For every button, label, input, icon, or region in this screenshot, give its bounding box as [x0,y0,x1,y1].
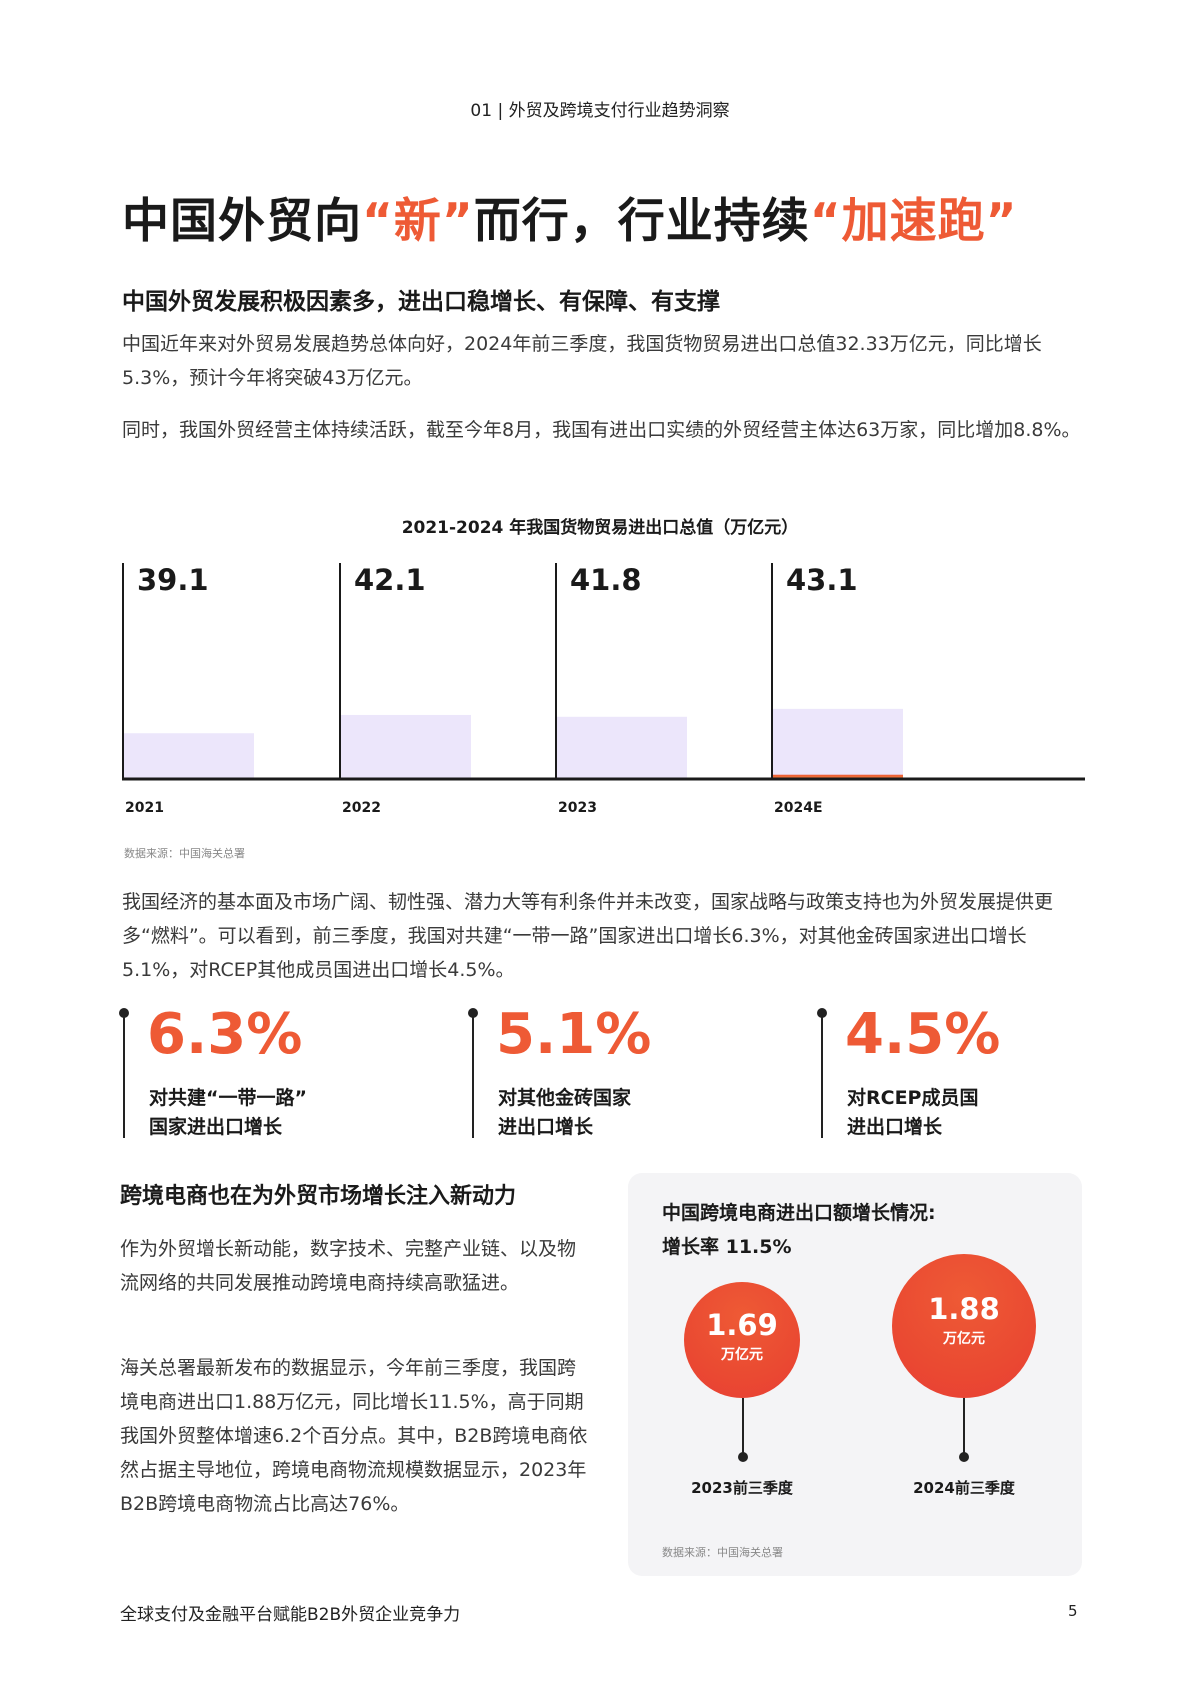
bar-2024E [771,708,903,779]
bar-highlight-2024E [771,774,903,779]
bubble-2023: 1.69 万亿元 [684,1282,800,1398]
card-source: 数据来源：中国海关总署 [662,1546,783,1559]
bubble-value: 1.88 [928,1292,1000,1326]
page-number: 5 [1068,1602,1078,1620]
section3-paragraph-1: 作为外贸增长新动能，数字技术、完整产业链、以及物流网络的共同发展推动跨境电商持续… [120,1238,577,1294]
section1-paragraph-1: 中国近年来对外贸易发展趋势总体向好，2024年前三季度，我国货物贸易进出口总值3… [122,333,1042,389]
category-label-2023: 2023 [558,800,597,816]
value-label-2021: 39.1 [137,563,209,597]
stat-label: 对其他金砖国家 进出口增长 [498,1084,631,1142]
stat-label-line1: 对其他金砖国家 [498,1087,632,1109]
bubble-label: 2023前三季度 [691,1479,793,1497]
stat-value: 6.3% [147,1002,303,1067]
footer-title: 全球支付及金融平台赋能B2B外贸企业竞争力 [120,1605,461,1625]
stat-label-line2: 国家进出口增长 [149,1116,283,1138]
value-label-2024E: 43.1 [786,563,858,597]
stat-belt-road: 6.3% 对共建“一带一路” 国家进出口增长 [119,1002,423,1138]
value-label-2023: 41.8 [570,563,642,597]
chart-source: 数据来源：中国海关总署 [124,847,245,860]
stat-marker-line [821,1016,823,1138]
bubble-label: 2024前三季度 [913,1479,1015,1497]
bar-2023 [555,716,687,779]
stat-marker-line [472,1016,474,1138]
section3-heading: 跨境电商也在为外贸市场增长注入新动力 [120,1184,517,1209]
bubble-2024: 1.88 万亿元 [892,1254,1036,1398]
stat-marker-dot [119,1008,129,1018]
bubble-stem-dot [959,1452,969,1462]
title-part1: 中国外贸向 [122,194,362,249]
bubble-unit: 万亿元 [721,1347,763,1363]
value-label-2022: 42.1 [354,563,426,597]
section3-paragraph-2: 海关总署最新发布的数据显示，今年前三季度，我国跨境电商进出口1.88万亿元，同比… [120,1357,588,1515]
stat-marker-line [123,1016,125,1138]
bubble-stem-dot [738,1452,748,1462]
title-part2: 而行，行业持续 [473,194,810,249]
page-header: 01 | 外贸及跨境支付行业趋势洞察 [470,101,730,121]
bubble-stem [963,1398,965,1455]
bubble-stem [742,1398,744,1455]
title-highlight-new: “新” [362,194,474,249]
stat-value: 4.5% [845,1002,1001,1067]
trade-value-bar-chart: 39.1 2021 42.1 2022 41.8 2023 32.3 2024前三季度 43.1… [122,563,1085,840]
stat-label-line2: 进出口增长 [847,1116,943,1138]
stat-marker-dot [468,1008,478,1018]
category-label-2021: 2021 [125,800,164,816]
bar-2022 [339,714,471,779]
bubble-value: 1.69 [706,1308,778,1342]
stat-value: 5.1% [496,1002,652,1067]
card-title: 中国跨境电商进出口额增长情况: 增长率 11.5% [662,1196,936,1264]
category-label-2024E: 2024E [774,800,823,816]
stat-marker-dot [817,1008,827,1018]
stat-rcep: 4.5% 对RCEP成员国 进出口增长 [817,1002,1121,1138]
chart-title: 2021-2024 年我国货物贸易进出口总值（万亿元） [401,518,799,538]
section1-paragraph-2: 同时，我国外贸经营主体持续活跃，截至今年8月，我国有进出口实绩的外贸经营主体达6… [122,419,1081,441]
bubble-unit: 万亿元 [943,1331,985,1347]
section2-paragraph: 我国经济的基本面及市场广阔、韧性强、潜力大等有利条件并未改变，国家战略与政策支持… [122,891,1054,981]
highlight-category-label: 2024前三季度 [790,828,886,840]
stat-label-line2: 进出口增长 [498,1116,594,1138]
stat-label: 对RCEP成员国 进出口增长 [847,1084,978,1142]
stat-brics: 5.1% 对其他金砖国家 进出口增长 [468,1002,772,1138]
stat-label-line1: 对RCEP成员国 [847,1087,979,1109]
stat-label-line1: 对共建“一带一路” [149,1087,307,1109]
stat-label: 对共建“一带一路” 国家进出口增长 [149,1084,307,1142]
title-highlight-accelerate: “加速跑” [809,194,1018,249]
category-label-2022: 2022 [342,800,381,816]
card-title-line: 中国跨境电商进出口额增长情况: [662,1202,936,1224]
highlight-value-label: 32.3 [801,787,873,821]
card-subtitle: 增长率 11.5% [662,1236,792,1258]
section1-heading: 中国外贸发展积极因素多，进出口稳增长、有保障、有支撑 [122,289,720,315]
page-title: 中国外贸向“新”而行，行业持续“加速跑” [122,182,1018,251]
bar-2021 [122,733,254,779]
